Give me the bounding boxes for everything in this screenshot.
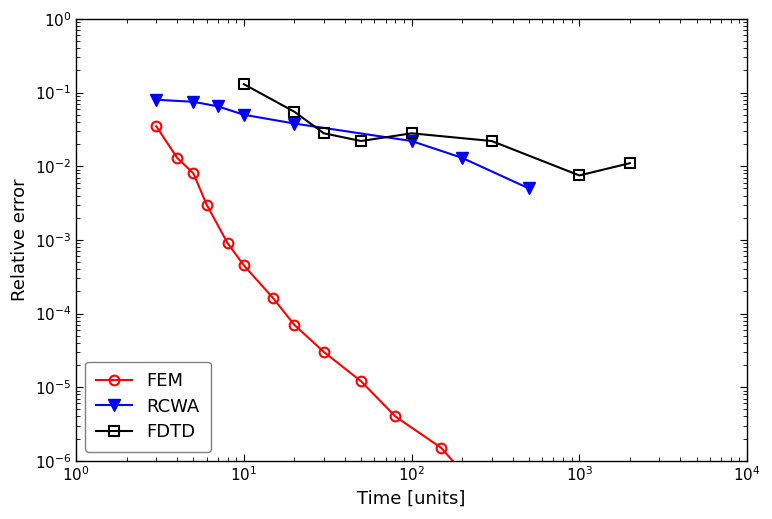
RCWA xyxy=(213,103,222,110)
FEM xyxy=(436,445,445,451)
Line: FEM: FEM xyxy=(151,121,496,510)
FEM xyxy=(151,123,161,129)
RCWA xyxy=(524,185,533,192)
FDTD xyxy=(407,130,416,136)
FEM xyxy=(202,201,212,208)
FEM xyxy=(172,155,181,161)
RCWA xyxy=(290,120,299,127)
FDTD xyxy=(487,138,496,144)
FEM xyxy=(223,240,232,247)
Line: FDTD: FDTD xyxy=(239,79,635,180)
FEM xyxy=(189,170,198,176)
FEM xyxy=(320,349,329,355)
Legend: FEM, RCWA, FDTD: FEM, RCWA, FDTD xyxy=(85,362,211,452)
FEM xyxy=(487,502,496,508)
Line: RCWA: RCWA xyxy=(151,94,534,194)
FEM xyxy=(239,262,249,268)
FDTD xyxy=(290,108,299,115)
FEM xyxy=(357,378,366,385)
FEM xyxy=(391,413,400,419)
FEM xyxy=(269,295,278,302)
X-axis label: Time [units]: Time [units] xyxy=(357,490,466,508)
FDTD xyxy=(320,130,329,136)
RCWA xyxy=(407,138,416,144)
FDTD xyxy=(625,160,635,166)
RCWA xyxy=(239,112,249,118)
FDTD xyxy=(574,172,584,179)
FDTD xyxy=(239,81,249,87)
FEM xyxy=(290,322,299,328)
RCWA xyxy=(151,97,161,103)
RCWA xyxy=(189,99,198,105)
FDTD xyxy=(357,138,366,144)
Y-axis label: Relative error: Relative error xyxy=(11,179,29,301)
RCWA xyxy=(458,155,467,161)
